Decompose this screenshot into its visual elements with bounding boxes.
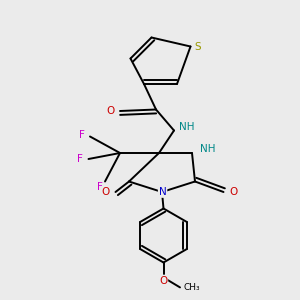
Text: N: N xyxy=(159,187,167,197)
Text: O: O xyxy=(159,275,167,286)
Text: CH₃: CH₃ xyxy=(183,283,200,292)
Text: F: F xyxy=(76,154,82,164)
Text: F: F xyxy=(97,182,103,192)
Text: NH: NH xyxy=(179,122,194,132)
Text: O: O xyxy=(106,106,115,116)
Text: S: S xyxy=(195,41,201,52)
Text: F: F xyxy=(79,130,85,140)
Text: O: O xyxy=(102,187,110,197)
Text: NH: NH xyxy=(200,143,215,154)
Text: O: O xyxy=(229,187,237,197)
